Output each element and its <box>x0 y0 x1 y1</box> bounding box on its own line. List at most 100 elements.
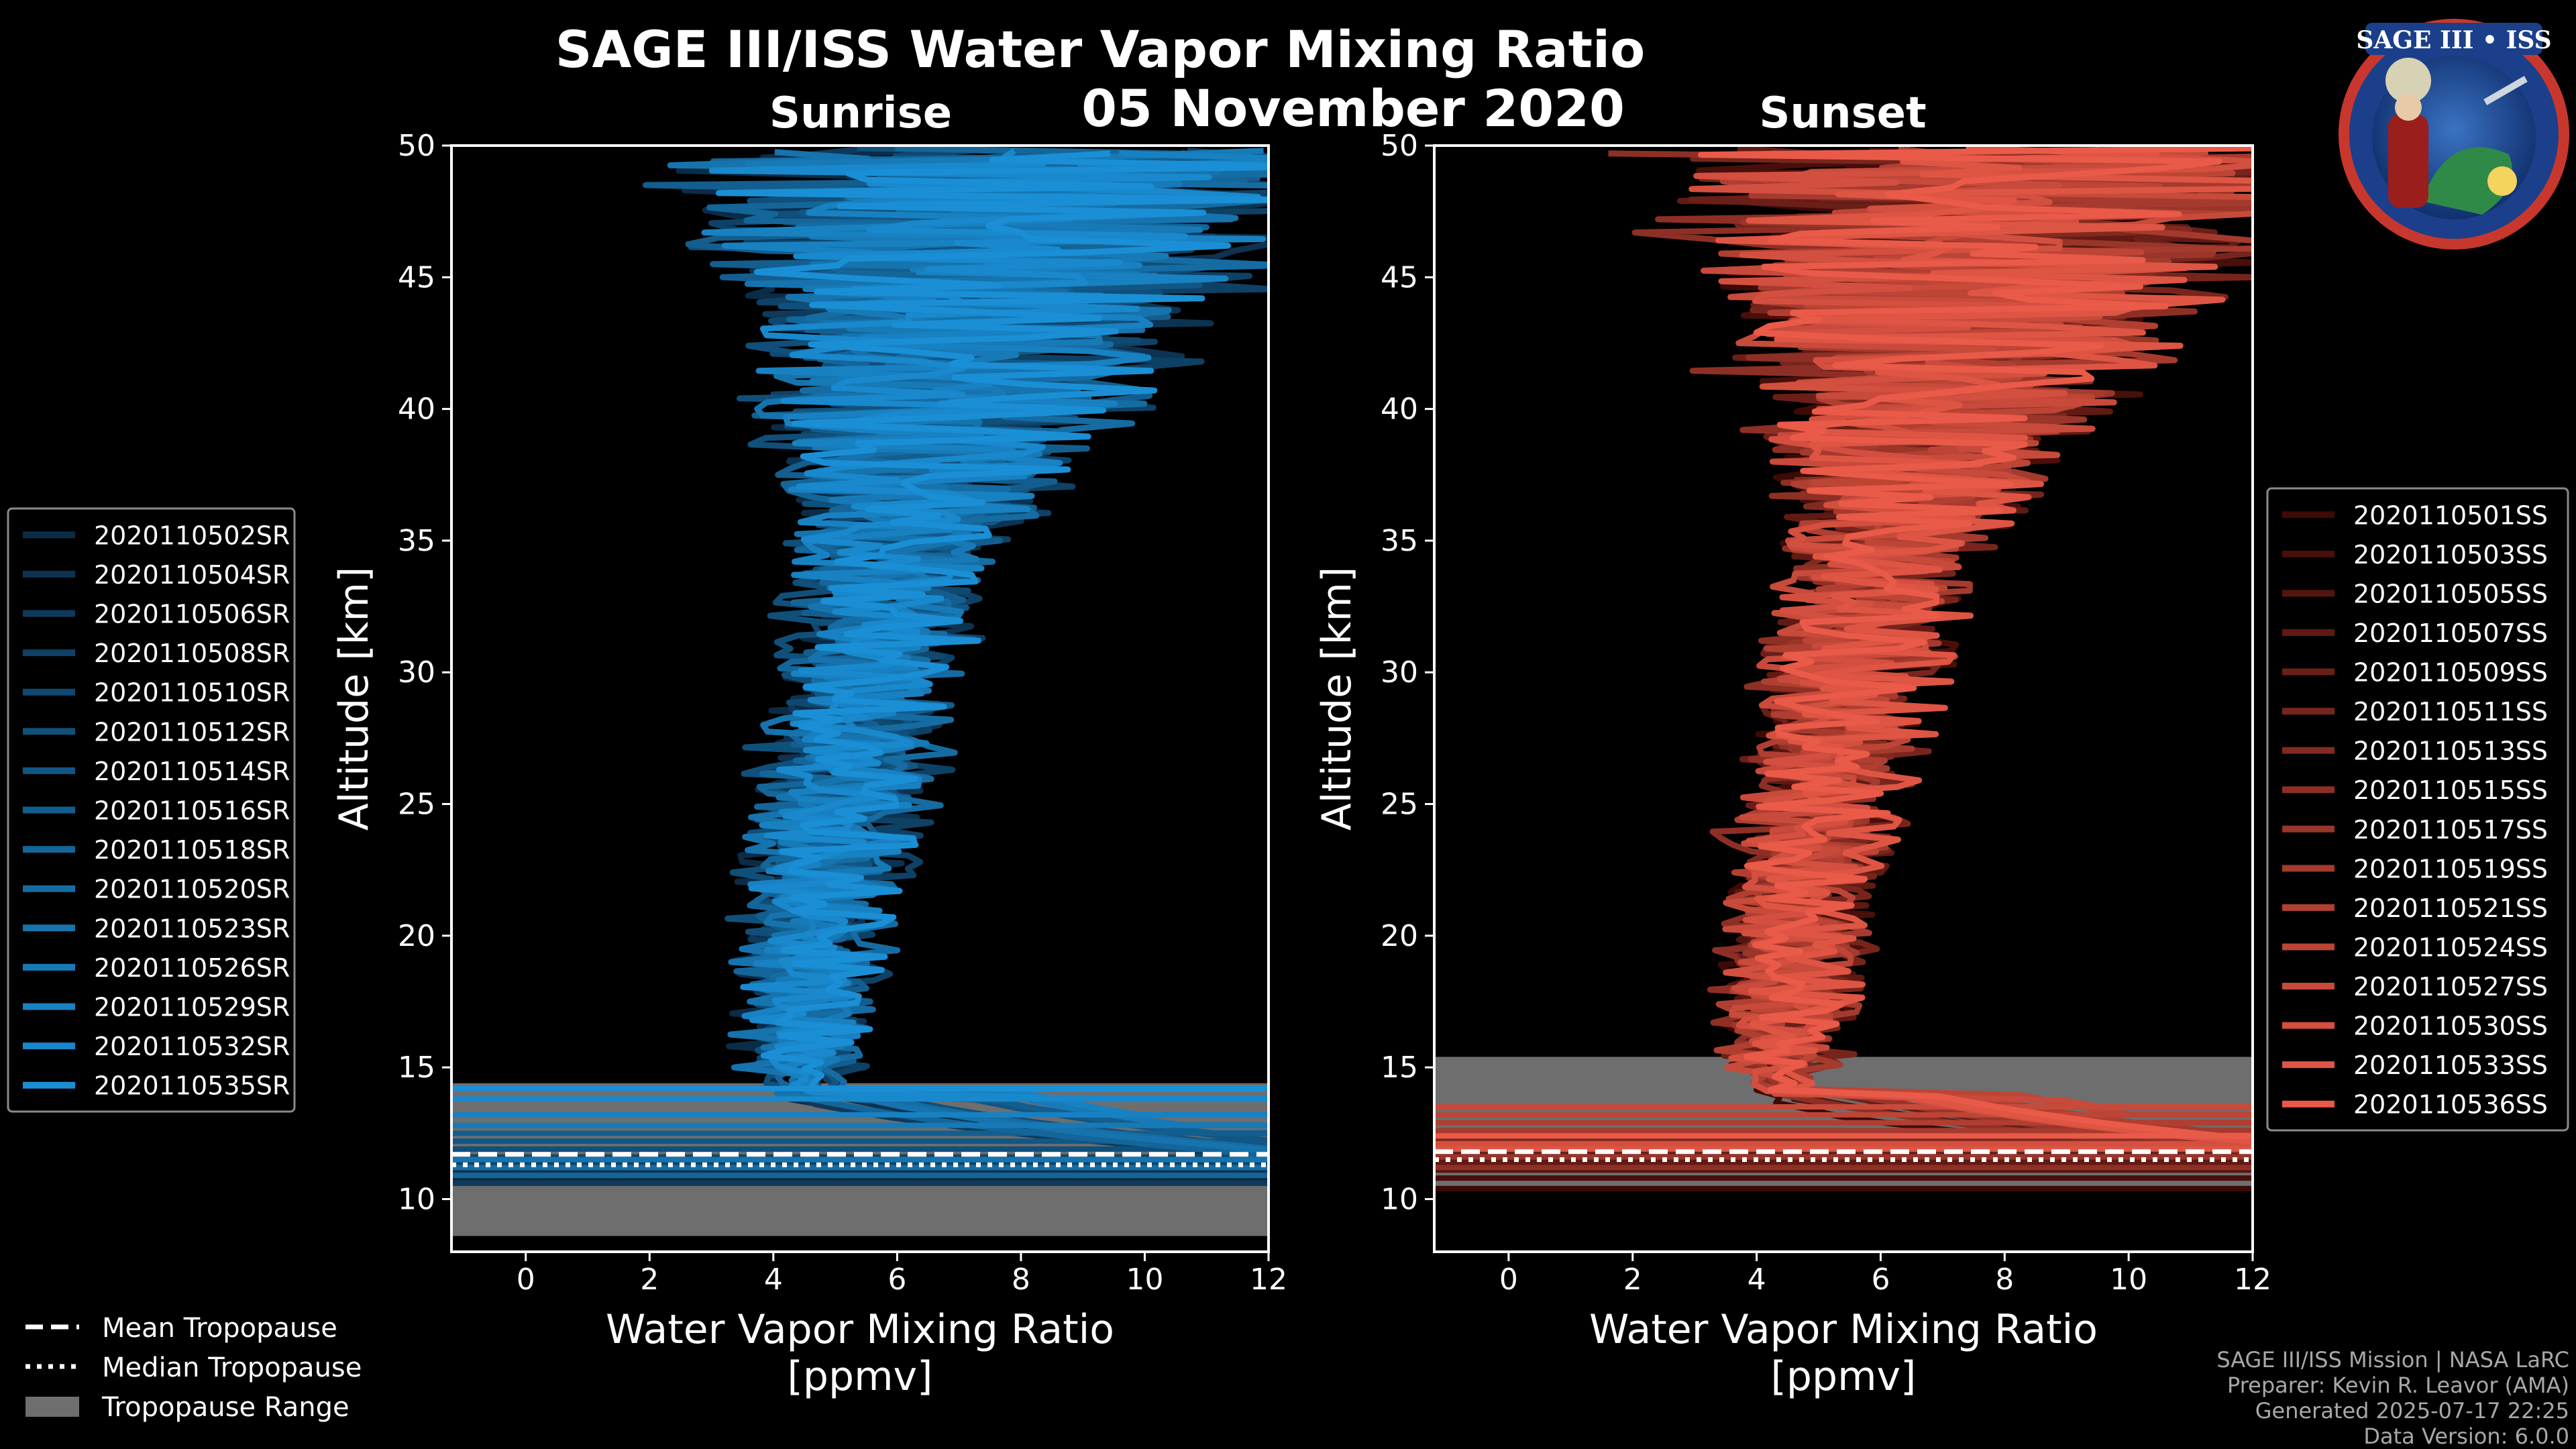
sunset-x-tick-label: 6 <box>1871 1263 1890 1297</box>
sunrise-legend-label: 2020110529SR <box>94 993 290 1022</box>
date-label: 05 November 2020 <box>1081 78 1625 138</box>
median-tropopause-label: Median Tropopause <box>102 1352 362 1383</box>
sunrise-legend-label: 2020110508SR <box>94 639 290 668</box>
sunset-y-tick-label: 45 <box>1381 260 1418 294</box>
sunset-legend-label: 2020110515SS <box>2353 775 2548 805</box>
moon-icon <box>2385 58 2431 103</box>
sunset-y-tick-label: 40 <box>1381 392 1418 427</box>
sunrise-x-tick-label: 10 <box>1126 1263 1163 1297</box>
sunrise-x-tick-label: 0 <box>517 1263 535 1297</box>
sunset-y-tick-label: 50 <box>1381 129 1418 163</box>
sunset-x-tick-label: 10 <box>2110 1263 2147 1297</box>
sunset-y-tick-label: 20 <box>1381 919 1418 953</box>
sunrise-legend-label: 2020110512SR <box>94 717 290 747</box>
sunset-plot-frame <box>1433 144 2254 1253</box>
sunset-legend-label: 2020110530SS <box>2353 1012 2548 1041</box>
sunrise-x-axis-label: Water Vapor Mixing Ratio <box>606 1306 1114 1353</box>
sunset-y-tick-label: 30 <box>1381 655 1418 690</box>
sunset-label: Sunset <box>1759 89 1926 138</box>
sunrise-y-tick-label: 50 <box>398 129 435 163</box>
footer-preparer: Preparer: Kevin R. Leavor (AMA) <box>2227 1373 2569 1398</box>
tropopause-range-label: Tropopause Range <box>101 1392 350 1423</box>
sunset-legend-label: 2020110533SS <box>2353 1051 2548 1080</box>
sunrise-plot-content <box>451 146 1269 1236</box>
sunset-profile-2020110536SS <box>1698 146 2253 1139</box>
iss-icon <box>2483 76 2528 105</box>
sunset-x-tick-label: 8 <box>1995 1263 2014 1297</box>
sunrise-y-tick-label: 25 <box>398 788 435 822</box>
sunrise-x-tick-label: 12 <box>1250 1263 1287 1297</box>
sunrise-x-tick-label: 4 <box>764 1263 783 1297</box>
sunrise-y-tick-label: 30 <box>398 655 435 690</box>
footer-credits: SAGE III/ISS Mission | NASA LaRC Prepare… <box>2216 1347 2569 1449</box>
sunset-y-axis-label: Altitude [km] <box>1313 567 1360 831</box>
sunset-x-tick-label: 0 <box>1499 1263 1518 1297</box>
footer-mission: SAGE III/ISS Mission | NASA LaRC <box>2216 1347 2569 1373</box>
sunrise-profile-2020110535SR <box>716 150 1269 1092</box>
logo-title: SAGE III • ISS <box>2356 26 2551 54</box>
sunrise-x-tick-label: 2 <box>640 1263 659 1297</box>
sunset-legend-label: 2020110521SS <box>2353 894 2548 923</box>
sunset-legend: 2020110501SS 2020110503SS 2020110505SS 2020… <box>2266 487 2569 1132</box>
chart-title: SAGE III/ISS Water Vapor Mixing Ratio <box>555 19 1646 79</box>
sunrise-legend-label: 2020110506SR <box>94 600 290 629</box>
sunrise-legend-label: 2020110516SR <box>94 796 290 826</box>
sunrise-legend-label: 2020110520SR <box>94 875 290 904</box>
sunset-legend-label: 2020110505SS <box>2353 579 2548 608</box>
sunrise-legend-label: 2020110532SR <box>94 1032 290 1061</box>
sunset-x-tick-label: 2 <box>1623 1263 1642 1297</box>
sunset-legend-label: 2020110527SS <box>2353 972 2548 1002</box>
sunrise-legend-label: 2020110523SR <box>94 914 290 943</box>
sunrise-y-tick-label: 10 <box>398 1182 435 1216</box>
sunrise-plot-frame <box>450 144 1270 1253</box>
sunset-legend-label: 2020110513SS <box>2353 737 2548 766</box>
sage-logo: SAGE III • ISS <box>2339 19 2569 250</box>
sunrise-legend-label: 2020110526SR <box>94 953 290 983</box>
sunrise-y-tick-label: 40 <box>398 392 435 427</box>
sunset-y-tick-label: 15 <box>1381 1051 1418 1085</box>
sunset-legend-label: 2020110519SS <box>2353 854 2548 883</box>
sunset-plot-content <box>1434 146 2253 1191</box>
sunrise-legend-label: 2020110502SR <box>94 521 290 550</box>
tropopause-legend: Mean Tropopause Median Tropopause Tropop… <box>25 1313 362 1423</box>
sunrise-legend: 2020110502SR 2020110504SR 2020110506SR 2020… <box>7 507 296 1113</box>
sunrise-y-axis-label: Altitude [km] <box>331 567 378 831</box>
sunrise-y-tick-label: 45 <box>398 260 435 294</box>
sunrise-y-tick-label: 20 <box>398 919 435 953</box>
sunrise-x-axis-label: [ppmv] <box>788 1353 933 1400</box>
sunset-y-tick-label: 25 <box>1381 788 1418 822</box>
sunrise-label: Sunrise <box>769 89 952 138</box>
sage-head-icon <box>2395 94 2422 121</box>
tropopause-range-swatch <box>25 1397 79 1417</box>
sunset-legend-label: 2020110511SS <box>2353 697 2548 727</box>
sunset-x-axis-label: [ppmv] <box>1771 1353 1917 1400</box>
sunset-y-tick-label: 10 <box>1381 1182 1418 1216</box>
sun-icon <box>2487 166 2517 196</box>
sunset-legend-frame <box>2266 487 2569 1132</box>
sunset-legend-label: 2020110509SS <box>2353 658 2548 688</box>
sunset-panel: 0 2 4 6 8 10 12 10 15 20 25 30 35 40 45 50 Water Vapor M… <box>1313 129 2271 1400</box>
logo-banner <box>2365 23 2542 55</box>
sunrise-legend-label: 2020110514SR <box>94 757 290 786</box>
sunset-legend-label: 2020110501SS <box>2353 500 2548 530</box>
mean-tropopause-label: Mean Tropopause <box>102 1313 337 1344</box>
sunset-x-tick-label: 4 <box>1748 1263 1766 1297</box>
sunset-y-tick-label: 35 <box>1381 524 1418 558</box>
sunset-legend-label: 2020110517SS <box>2353 815 2548 845</box>
sunset-x-tick-label: 12 <box>2234 1263 2271 1297</box>
sunrise-legend-frame <box>7 507 296 1113</box>
sunset-legend-label: 2020110503SS <box>2353 540 2548 570</box>
sunset-legend-label: 2020110524SS <box>2353 932 2548 962</box>
footer-generated: Generated 2025-07-17 22:25 <box>2255 1398 2569 1424</box>
sunrise-legend-label: 2020110510SR <box>94 678 290 708</box>
sunrise-legend-label: 2020110535SR <box>94 1071 290 1101</box>
sage-figure-icon <box>2388 114 2428 208</box>
earth-land-icon <box>2422 147 2512 215</box>
sunset-legend-label: 2020110536SS <box>2353 1090 2548 1120</box>
sunrise-x-tick-label: 6 <box>888 1263 906 1297</box>
sunrise-x-tick-label: 8 <box>1012 1263 1030 1297</box>
sunset-legend-label: 2020110507SS <box>2353 619 2548 648</box>
sunrise-legend-label: 2020110504SR <box>94 560 290 590</box>
sunrise-y-tick-label: 35 <box>398 524 435 558</box>
